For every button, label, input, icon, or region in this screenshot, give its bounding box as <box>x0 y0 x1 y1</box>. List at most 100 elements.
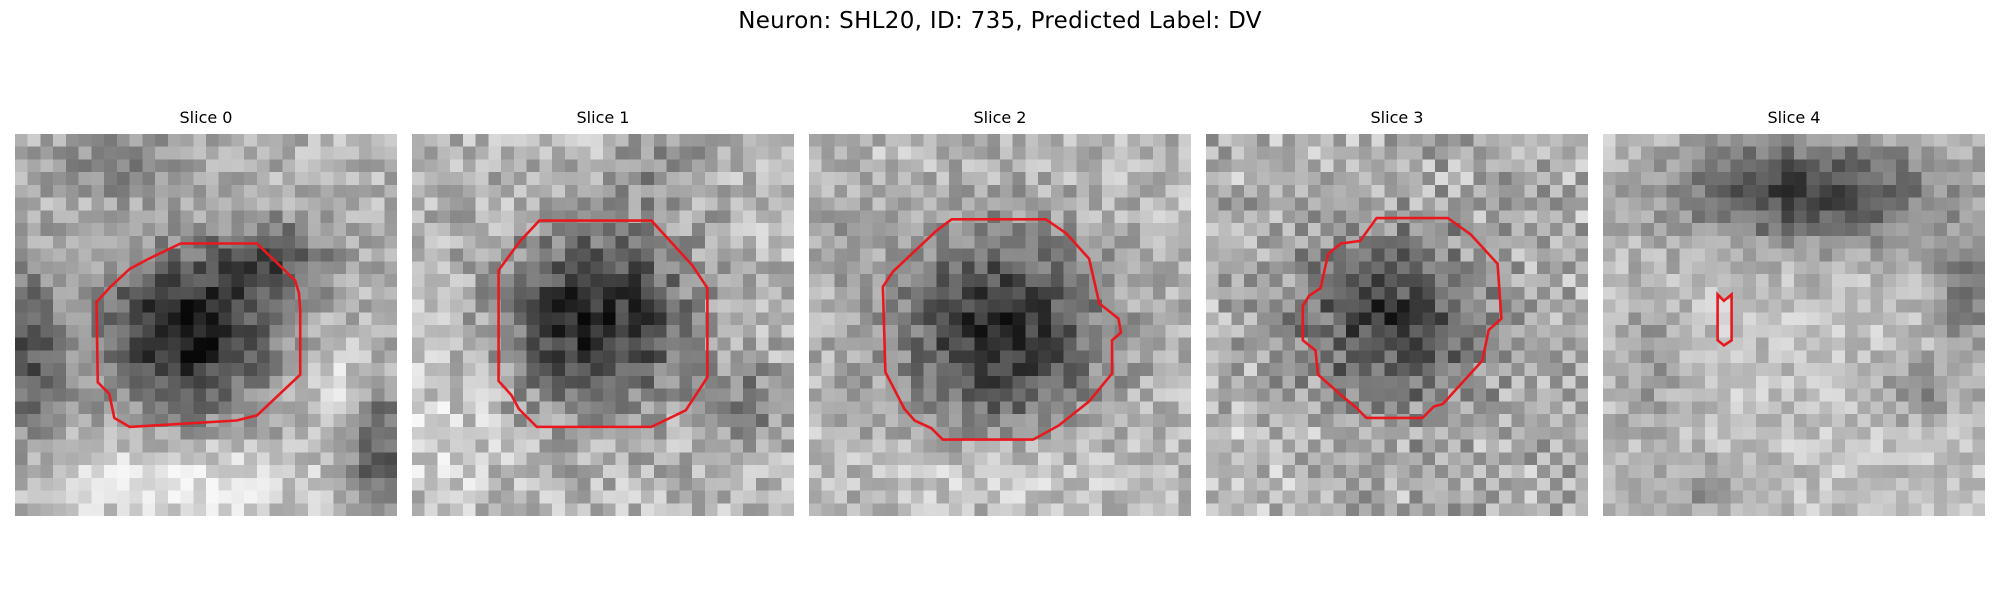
image-pixel <box>155 223 169 237</box>
image-pixel <box>1152 159 1166 173</box>
image-pixel <box>590 223 604 237</box>
image-pixel <box>1653 261 1667 275</box>
image-pixel <box>1575 274 1588 288</box>
image-pixel <box>1269 274 1283 288</box>
image-pixel <box>1524 490 1538 504</box>
image-pixel <box>768 426 782 440</box>
image-pixel <box>295 197 309 211</box>
image-pixel <box>346 503 360 516</box>
image-pixel <box>27 172 41 186</box>
image-pixel <box>462 172 476 186</box>
image-pixel <box>1206 197 1219 211</box>
image-pixel <box>1409 350 1423 364</box>
image-pixel <box>1231 299 1245 313</box>
image-pixel <box>859 325 873 338</box>
image-pixel <box>1282 337 1296 351</box>
image-pixel <box>1371 325 1385 338</box>
image-pixel <box>1562 223 1576 237</box>
image-pixel <box>371 146 385 160</box>
image-pixel <box>768 439 782 453</box>
image-pixel <box>1895 248 1909 262</box>
image-pixel <box>1127 248 1141 262</box>
image-pixel <box>1101 261 1115 275</box>
image-pixel <box>475 414 489 428</box>
image-pixel <box>1460 134 1474 147</box>
image-pixel <box>1114 299 1128 313</box>
image-pixel <box>949 477 963 491</box>
image-pixel <box>1781 477 1795 491</box>
image-pixel <box>679 426 693 440</box>
image-pixel <box>859 350 873 364</box>
image-pixel <box>1934 299 1948 313</box>
image-pixel <box>628 261 642 275</box>
image-pixel <box>1819 388 1833 402</box>
image-pixel <box>1038 401 1052 415</box>
image-pixel <box>1603 261 1616 275</box>
image-pixel <box>1218 375 1232 389</box>
image-pixel <box>1218 235 1232 249</box>
image-pixel <box>91 184 105 198</box>
image-pixel <box>1679 363 1693 377</box>
image-pixel <box>91 223 105 237</box>
image-pixel <box>65 146 79 160</box>
image-pixel <box>539 146 553 160</box>
image-pixel <box>104 503 118 516</box>
image-pixel <box>1231 223 1245 237</box>
image-pixel <box>1140 159 1154 173</box>
image-pixel <box>1679 312 1693 326</box>
image-pixel <box>949 490 963 504</box>
image-pixel <box>1101 274 1115 288</box>
image-pixel <box>231 465 245 479</box>
image-pixel <box>1460 439 1474 453</box>
image-pixel <box>577 274 591 288</box>
image-pixel <box>1422 172 1436 186</box>
image-pixel <box>1641 414 1655 428</box>
image-pixel <box>1152 286 1166 300</box>
image-pixel <box>1946 465 1960 479</box>
image-pixel <box>1832 375 1846 389</box>
image-pixel <box>1038 375 1052 389</box>
image-pixel <box>564 286 578 300</box>
image-pixel <box>1333 477 1347 491</box>
image-pixel <box>1934 465 1948 479</box>
image-pixel <box>564 235 578 249</box>
image-pixel <box>1218 363 1232 377</box>
image-pixel <box>1206 490 1219 504</box>
image-pixel <box>1704 503 1718 516</box>
image-pixel <box>809 159 822 173</box>
image-pixel <box>1063 363 1077 377</box>
image-pixel <box>1819 299 1833 313</box>
image-pixel <box>320 388 334 402</box>
image-pixel <box>590 477 604 491</box>
image-pixel <box>1603 299 1616 313</box>
image-pixel <box>91 503 105 516</box>
image-pixel <box>1409 172 1423 186</box>
image-pixel <box>1498 172 1512 186</box>
image-pixel <box>27 503 41 516</box>
image-pixel <box>1562 401 1576 415</box>
image-pixel <box>78 210 92 224</box>
image-pixel <box>1244 503 1258 516</box>
image-pixel <box>1206 350 1219 364</box>
image-pixel <box>1666 134 1680 147</box>
image-pixel <box>1755 197 1769 211</box>
image-pixel <box>692 248 706 262</box>
image-pixel <box>1282 274 1296 288</box>
image-pixel <box>1358 325 1372 338</box>
image-pixel <box>961 223 975 237</box>
image-pixel <box>371 337 385 351</box>
image-pixel <box>564 184 578 198</box>
image-pixel <box>755 325 769 338</box>
image-pixel <box>450 261 464 275</box>
image-pixel <box>40 388 54 402</box>
image-pixel <box>462 465 476 479</box>
image-pixel <box>641 159 655 173</box>
image-pixel <box>974 490 988 504</box>
image-pixel <box>1794 503 1807 516</box>
image-pixel <box>1603 325 1616 338</box>
image-pixel <box>1384 172 1398 186</box>
image-pixel <box>1934 172 1948 186</box>
image-pixel <box>1511 210 1525 224</box>
image-pixel <box>1435 439 1449 453</box>
image-pixel <box>1089 172 1103 186</box>
